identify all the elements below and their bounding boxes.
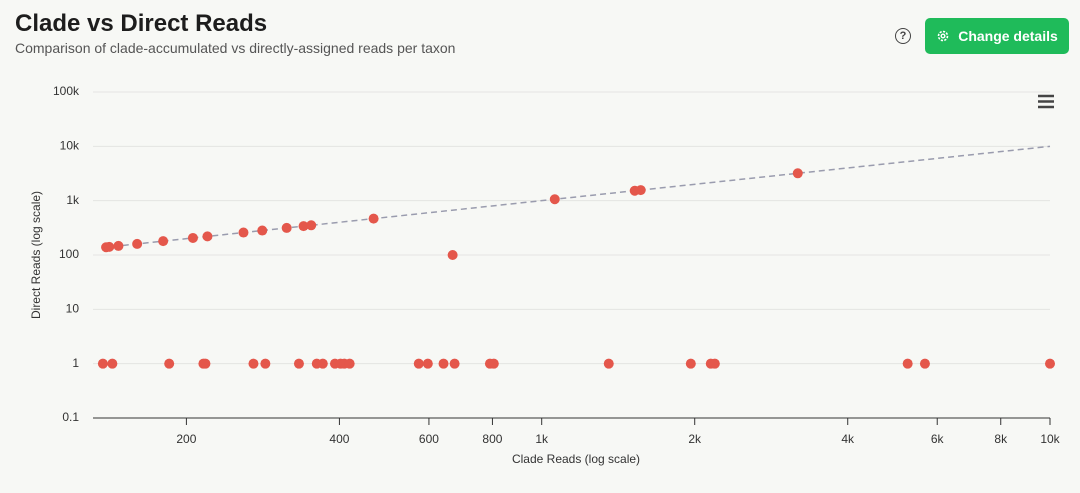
point: [281, 222, 292, 233]
point: [422, 358, 433, 369]
point: [635, 185, 646, 196]
x-tick-label: 10k: [1040, 432, 1060, 446]
point: [238, 227, 249, 238]
y-axis-label: Direct Reads (log scale): [29, 191, 43, 319]
point: [603, 358, 614, 369]
point: [132, 238, 143, 249]
page-title: Clade vs Direct Reads: [15, 10, 268, 37]
point: [202, 231, 213, 242]
x-tick-label: 800: [482, 432, 502, 446]
point: [257, 225, 268, 236]
y-tick-label: 100: [59, 247, 79, 261]
point: [438, 358, 449, 369]
point: [200, 358, 211, 369]
point: [104, 241, 115, 252]
point: [187, 232, 198, 243]
point: [1045, 358, 1055, 369]
x-tick-label: 1k: [535, 432, 549, 446]
change-details-button[interactable]: Change details: [925, 18, 1069, 54]
diagonal-line: [102, 145, 1051, 249]
y-tick-label: 1: [72, 356, 79, 370]
point: [709, 358, 720, 369]
help-icon[interactable]: ?: [895, 28, 911, 44]
point: [919, 358, 930, 369]
point: [293, 358, 304, 369]
point: [488, 358, 499, 369]
y-tick-label: 100k: [53, 84, 80, 98]
y-tick-label: 0.1: [62, 410, 79, 424]
x-tick-label: 4k: [841, 432, 855, 446]
point: [317, 358, 328, 369]
point: [902, 358, 913, 369]
point: [549, 194, 560, 205]
point: [447, 250, 458, 260]
point: [792, 168, 803, 179]
point: [449, 358, 460, 369]
point: [113, 240, 124, 251]
y-tick-label: 1k: [66, 193, 80, 207]
point: [368, 213, 379, 224]
point: [344, 358, 355, 369]
point: [685, 358, 696, 369]
point: [97, 358, 108, 369]
x-tick-label: 200: [176, 432, 196, 446]
x-tick-label: 400: [329, 432, 349, 446]
x-axis-label: Clade Reads (log scale): [512, 452, 640, 466]
point: [248, 358, 259, 369]
x-tick-label: 8k: [994, 432, 1008, 446]
button-label: Change details: [958, 28, 1058, 44]
point: [107, 358, 118, 369]
point: [298, 221, 309, 232]
x-tick-label: 6k: [931, 432, 945, 446]
y-tick-label: 10k: [60, 139, 80, 153]
menu-icon[interactable]: [1038, 94, 1054, 109]
point: [164, 358, 175, 369]
point: [306, 220, 317, 231]
y-tick-label: 10: [66, 302, 80, 316]
page-subtitle: Comparison of clade-accumulated vs direc…: [15, 40, 456, 56]
x-tick-label: 600: [419, 432, 439, 446]
gear-icon: [937, 30, 949, 42]
point: [158, 236, 169, 247]
point: [413, 358, 424, 369]
point: [260, 358, 271, 369]
x-tick-label: 2k: [688, 432, 702, 446]
